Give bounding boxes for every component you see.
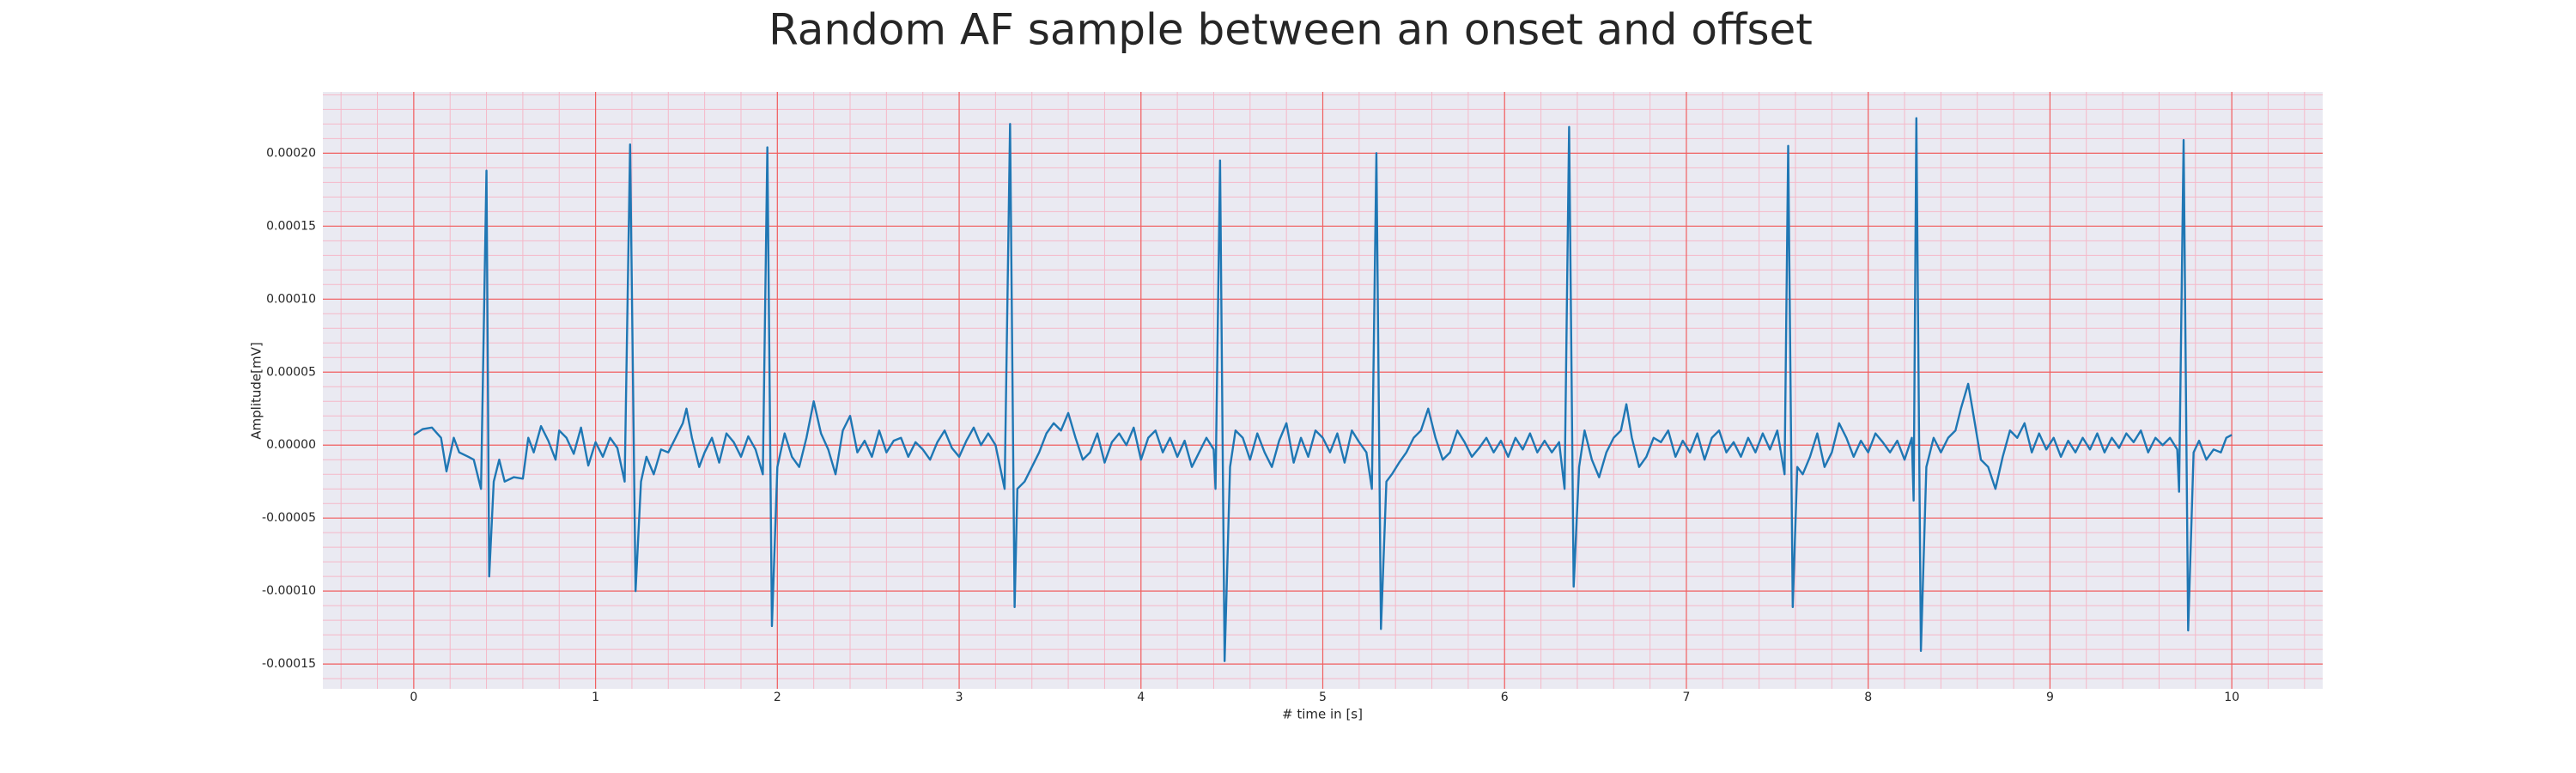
- series-line: [413, 117, 2233, 662]
- x-tick-label: 1: [592, 691, 599, 704]
- y-axis-label: Amplitude[mV]: [249, 342, 264, 439]
- x-tick-label: 5: [1319, 691, 1327, 704]
- y-tick-label: -0.00005: [262, 511, 316, 525]
- x-tick-label: 7: [1682, 691, 1690, 704]
- x-tick-label: 8: [1864, 691, 1872, 704]
- chart-title: Random AF sample between an onset and of…: [769, 5, 1813, 55]
- y-tick-label: -0.00010: [262, 584, 316, 598]
- y-tick-label: 0.00000: [266, 438, 316, 452]
- x-tick-label: 10: [2224, 691, 2239, 704]
- y-tick-label: 0.00015: [266, 219, 316, 233]
- y-tick-label: -0.00015: [262, 657, 316, 671]
- plot-area: [323, 92, 2323, 689]
- x-tick-label: 4: [1137, 691, 1145, 704]
- x-tick-label: 2: [774, 691, 781, 704]
- x-tick-label: 3: [956, 691, 963, 704]
- x-axis-label: # time in [s]: [1282, 707, 1363, 722]
- y-tick-label: 0.00010: [266, 292, 316, 306]
- y-tick-label: 0.00005: [266, 365, 316, 379]
- x-tick-label: 9: [2046, 691, 2054, 704]
- x-tick-label: 0: [410, 691, 417, 704]
- x-tick-label: 6: [1501, 691, 1509, 704]
- y-tick-label: 0.00020: [266, 146, 316, 160]
